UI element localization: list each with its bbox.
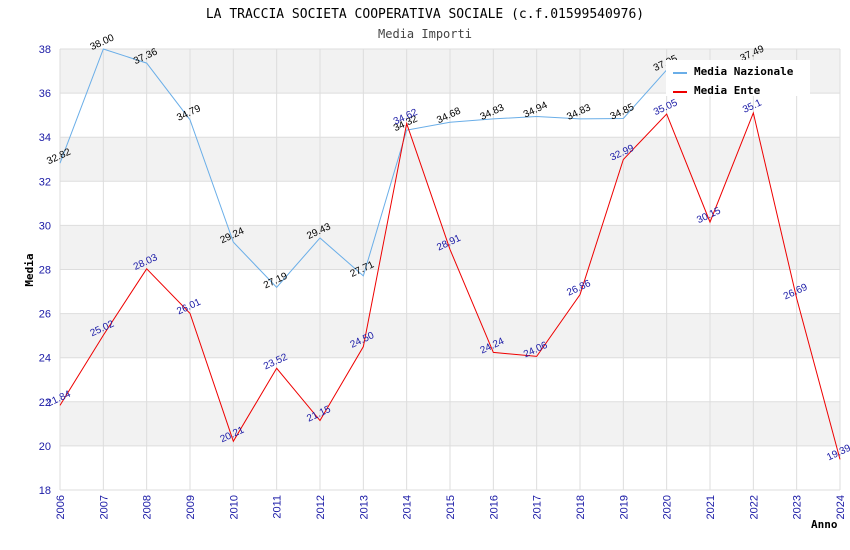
legend-label-ente: Media Ente bbox=[694, 84, 761, 97]
x-tick-label: 2018 bbox=[575, 495, 587, 519]
series-line-media-ente bbox=[59, 111, 841, 460]
chart-title: LA TRACCIA SOCIETA COOPERATIVA SOCIALE (… bbox=[206, 7, 644, 22]
x-tick-label: 2006 bbox=[55, 495, 67, 519]
y-tick-label: 26 bbox=[39, 309, 51, 321]
x-tick-label: 2022 bbox=[748, 495, 760, 519]
y-tick-label: 28 bbox=[39, 265, 51, 277]
x-tick-label: 2010 bbox=[228, 495, 240, 519]
x-tick-label: 2017 bbox=[532, 495, 544, 519]
x-tick-label: 2009 bbox=[185, 495, 197, 519]
x-axis-label: Anno bbox=[811, 518, 838, 531]
x-tick-label: 2021 bbox=[705, 495, 717, 519]
y-tick-label: 18 bbox=[39, 485, 51, 497]
chart-subtitle: Media Importi bbox=[378, 27, 472, 41]
y-tick-label: 38 bbox=[39, 44, 51, 56]
y-tick-label: 30 bbox=[39, 220, 51, 232]
y-tick-label: 20 bbox=[39, 441, 51, 453]
x-tick-label: 2014 bbox=[402, 495, 414, 519]
x-tick-label: 2015 bbox=[445, 495, 457, 519]
series-line-media-nazionale bbox=[59, 48, 754, 289]
x-tick-label: 2016 bbox=[488, 495, 500, 519]
x-tick-label: 2024 bbox=[835, 495, 847, 519]
y-tick-label: 22 bbox=[39, 397, 51, 409]
x-tick-label: 2023 bbox=[792, 495, 804, 519]
legend-label-nazionale: Media Nazionale bbox=[694, 65, 794, 78]
y-axis-label: Media bbox=[23, 253, 36, 286]
x-tick-label: 2013 bbox=[358, 495, 370, 519]
x-tick-label: 2019 bbox=[618, 495, 630, 519]
x-tick-label: 2011 bbox=[272, 495, 284, 519]
legend: Media Nazionale Media Ente bbox=[666, 60, 810, 97]
y-tick-label: 34 bbox=[39, 132, 51, 144]
x-axis-ticks: 2006 2007 2008 2009 2010 2011 2012 2013 2014 2015… bbox=[55, 495, 847, 519]
y-tick-label: 36 bbox=[39, 88, 51, 100]
y-tick-label: 32 bbox=[39, 176, 51, 188]
x-tick-label: 2012 bbox=[315, 495, 327, 519]
y-axis-ticks: 18 20 22 24 26 28 30 32 34 36 38 bbox=[39, 44, 51, 497]
x-tick-label: 2020 bbox=[662, 495, 674, 519]
x-tick-label: 2007 bbox=[98, 495, 110, 519]
y-tick-label: 24 bbox=[39, 353, 51, 365]
legend-box bbox=[666, 60, 810, 96]
x-tick-label: 2008 bbox=[142, 495, 154, 519]
grid-lines bbox=[59, 48, 841, 491]
